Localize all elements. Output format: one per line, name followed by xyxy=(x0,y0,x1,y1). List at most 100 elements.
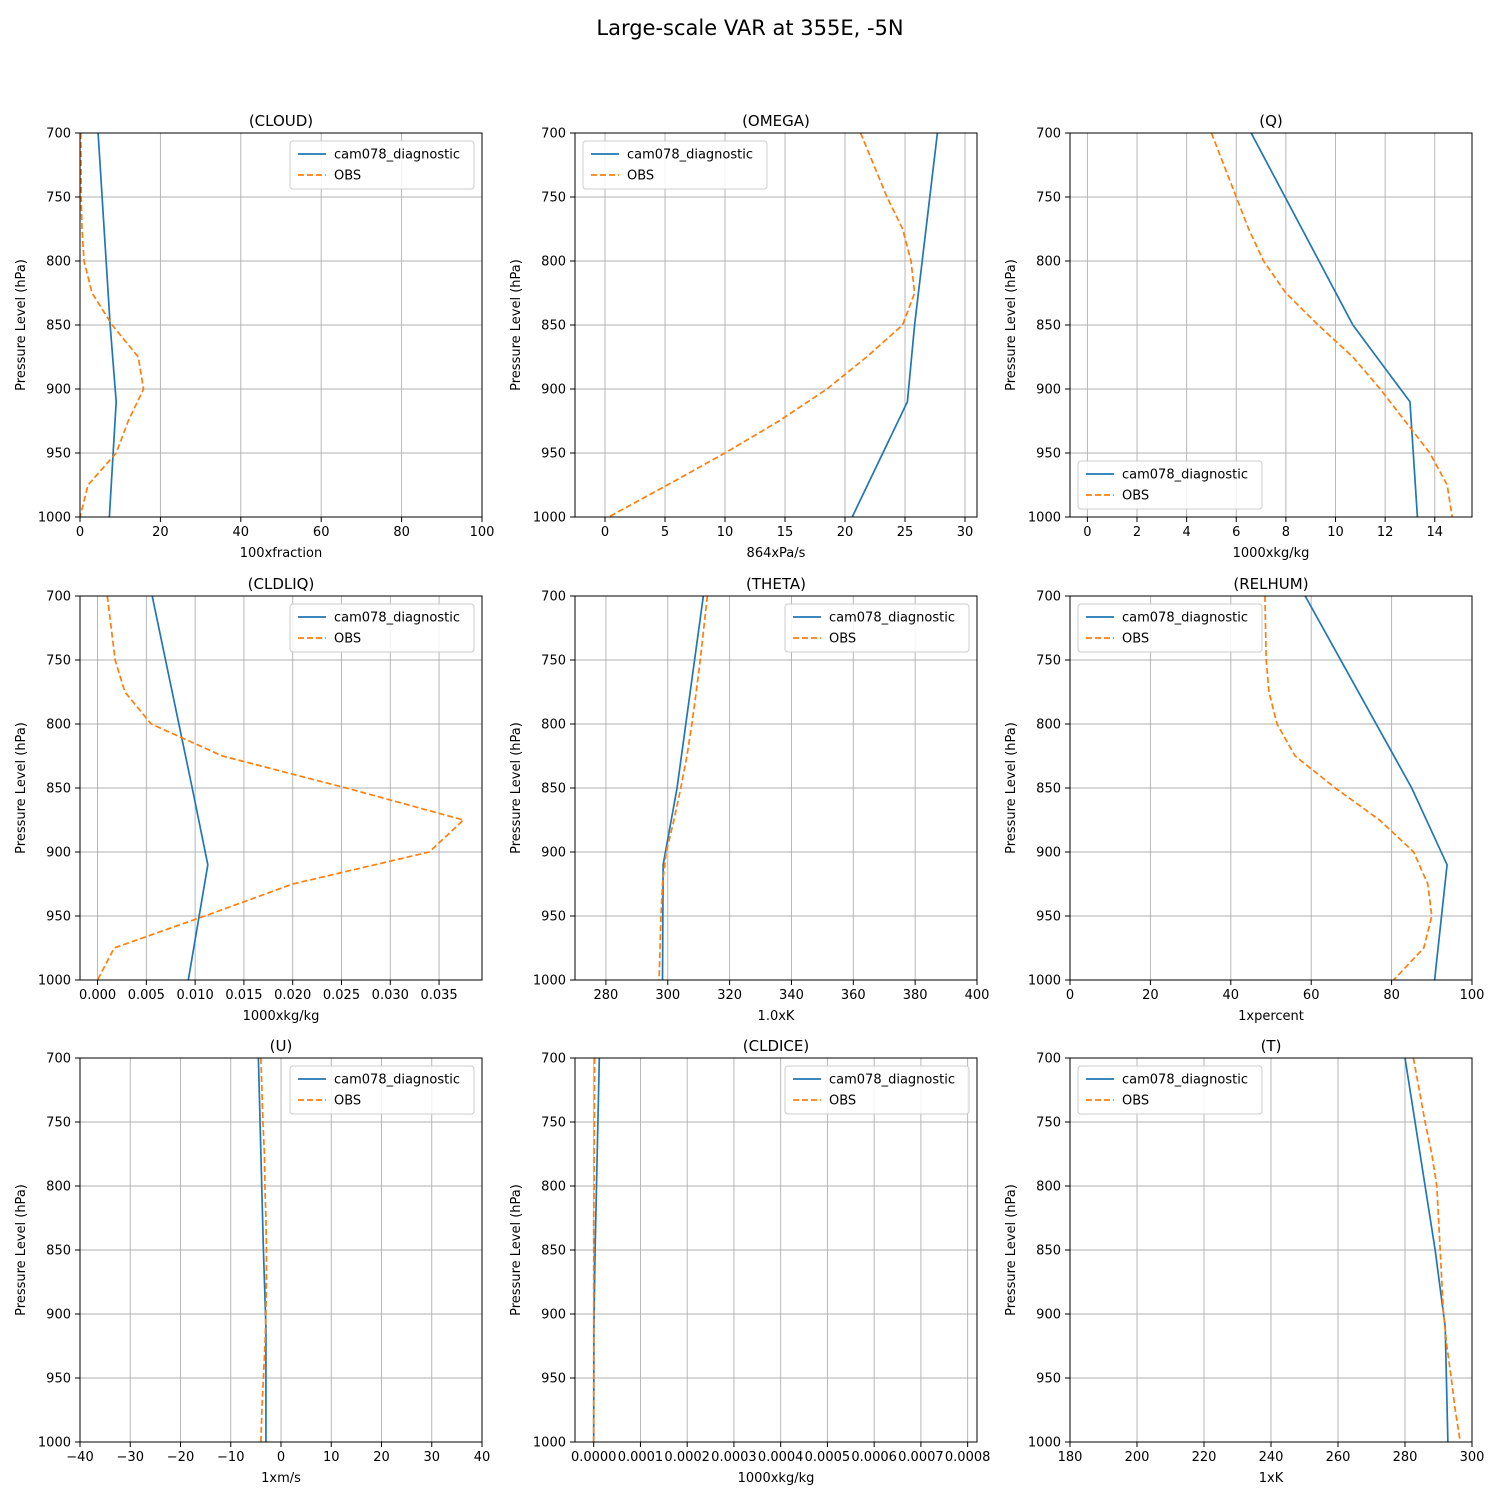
legend-entry-label: cam078_diagnostic xyxy=(627,148,753,163)
x-tick-label: 280 xyxy=(594,988,619,1003)
obs-line xyxy=(658,596,709,980)
y-tick-label: 1000 xyxy=(1028,511,1061,526)
y-tick-label: 750 xyxy=(541,1116,566,1131)
legend-box xyxy=(582,140,768,190)
legend-entry-label: cam078_diagnostic xyxy=(334,1073,460,1088)
x-tick-label: 0.035 xyxy=(420,988,457,1003)
y-tick-label: 850 xyxy=(46,319,71,334)
x-tick-label: 340 xyxy=(779,988,804,1003)
x-tick-label: 0.0000 xyxy=(571,1450,617,1465)
y-tick-label: 850 xyxy=(46,1244,71,1259)
model-line xyxy=(1304,596,1448,980)
y-axis-label: Pressure Level (hPa) xyxy=(14,1184,29,1316)
series-group xyxy=(608,133,939,517)
y-tick-label: 950 xyxy=(541,447,566,462)
subplot-title: (OMEGA) xyxy=(742,112,810,130)
x-tick-label: 380 xyxy=(903,988,928,1003)
y-tick-label: 1000 xyxy=(38,1436,71,1451)
legend-entry-label: OBS xyxy=(829,1094,856,1109)
y-tick-label: 850 xyxy=(541,319,566,334)
x-axis-label: 864xPa/s xyxy=(747,546,806,561)
y-tick-label: 700 xyxy=(46,590,71,605)
y-tick-label: 850 xyxy=(1036,319,1061,334)
y-tick-label: 750 xyxy=(46,654,71,669)
legend-entry-label: OBS xyxy=(1122,632,1149,647)
model-line xyxy=(1250,133,1419,517)
x-tick-label: 0.0005 xyxy=(805,1450,851,1465)
legend-box xyxy=(1077,460,1263,510)
y-tick-label: 700 xyxy=(1036,1052,1061,1067)
y-tick-label: 900 xyxy=(1036,383,1061,398)
x-tick-label: 0 xyxy=(601,525,609,540)
x-axis-label: 1xpercent xyxy=(1238,1009,1304,1024)
x-axis-label: 1000xkg/kg xyxy=(243,1009,320,1024)
y-tick-label: 850 xyxy=(1036,1244,1061,1259)
y-tick-label: 800 xyxy=(1036,255,1061,270)
x-axis-label: 1xm/s xyxy=(261,1471,301,1486)
y-tick-label: 700 xyxy=(1036,127,1061,142)
legend-entry-label: OBS xyxy=(829,632,856,647)
y-tick-label: 950 xyxy=(46,447,71,462)
x-tick-label: 0.0003 xyxy=(711,1450,757,1465)
x-axis-label: 100xfraction xyxy=(240,546,322,561)
subplot-title: (U) xyxy=(270,1037,293,1055)
y-tick-label: 800 xyxy=(541,255,566,270)
x-tick-label: 0.0004 xyxy=(758,1450,804,1465)
figure-title: Large-scale VAR at 355E, -5N xyxy=(596,16,904,40)
legend-entry-label: cam078_diagnostic xyxy=(1122,1073,1248,1088)
x-tick-label: 0 xyxy=(1066,988,1074,1003)
x-tick-label: 0.025 xyxy=(323,988,360,1003)
x-tick-label: 0.020 xyxy=(274,988,311,1003)
x-tick-label: 0 xyxy=(1083,525,1091,540)
x-tick-label: 0.010 xyxy=(177,988,214,1003)
y-tick-label: 800 xyxy=(46,718,71,733)
subplot-q: 0 2 4 6 8 10 12 14 700 750 800 850 900 950 1000 (Q) 1000… xyxy=(1004,112,1473,561)
subplot-t: 180 200 220 240 260 280 300 700 750 800 850 900 950 1… xyxy=(1004,1037,1484,1486)
x-tick-label: 0 xyxy=(277,1450,285,1465)
subplot-cldice: 0.0000 0.0001 0.0002 0.0003 0.0004 0.0005 0.00… xyxy=(509,1037,990,1486)
x-tick-label: 0.0002 xyxy=(664,1450,710,1465)
subplot-title: (Q) xyxy=(1259,112,1283,130)
y-tick-label: 1000 xyxy=(533,1436,566,1451)
series-group xyxy=(1404,1058,1462,1442)
y-tick-label: 700 xyxy=(1036,590,1061,605)
obs-line xyxy=(592,1058,596,1442)
y-axis-label: Pressure Level (hPa) xyxy=(1004,259,1019,391)
x-tick-label: −30 xyxy=(117,1450,144,1465)
x-tick-label: 0.015 xyxy=(225,988,262,1003)
x-axis-label: 1.0xK xyxy=(758,1009,795,1024)
y-tick-label: 950 xyxy=(46,1372,71,1387)
x-axis-label: 1000xkg/kg xyxy=(1233,546,1310,561)
legend: cam078_diagnostic OBS xyxy=(289,1065,475,1115)
x-tick-label: 360 xyxy=(841,988,866,1003)
model-line xyxy=(1404,1058,1449,1442)
subplot-u: −40 −30 −20 −10 0 10 20 30 40 700 750 800 850 900 950 1… xyxy=(14,1037,490,1486)
x-tick-label: 30 xyxy=(423,1450,440,1465)
y-axis-label: Pressure Level (hPa) xyxy=(14,259,29,391)
legend-entry-label: cam078_diagnostic xyxy=(1122,468,1248,483)
x-tick-label: 6 xyxy=(1232,525,1240,540)
y-tick-label: 750 xyxy=(541,654,566,669)
y-tick-label: 700 xyxy=(541,590,566,605)
x-tick-label: 240 xyxy=(1259,1450,1284,1465)
y-tick-label: 950 xyxy=(1036,1372,1061,1387)
x-tick-label: 30 xyxy=(957,525,974,540)
x-tick-label: −10 xyxy=(217,1450,244,1465)
y-tick-label: 1000 xyxy=(533,511,566,526)
x-tick-label: 80 xyxy=(1383,988,1400,1003)
legend-entry-label: OBS xyxy=(334,1094,361,1109)
subplot-relhum: 0 20 40 60 80 100 700 750 800 850 900 950 1000 (RELHU… xyxy=(1004,575,1484,1024)
y-tick-label: 900 xyxy=(46,383,71,398)
legend: cam078_diagnostic OBS xyxy=(1077,603,1263,653)
subplot-title: (CLOUD) xyxy=(249,112,313,130)
x-tick-label: −20 xyxy=(167,1450,194,1465)
y-tick-label: 1000 xyxy=(533,974,566,989)
x-tick-label: 320 xyxy=(717,988,742,1003)
subplot-cldliq: 0.000 0.005 0.010 0.015 0.020 0.025 0.030 0.035… xyxy=(14,575,483,1024)
x-tick-label: 0.000 xyxy=(79,988,116,1003)
y-tick-label: 950 xyxy=(1036,910,1061,925)
x-tick-label: 260 xyxy=(1326,1450,1351,1465)
x-axis-label: 1xK xyxy=(1259,1471,1284,1486)
x-tick-label: 10 xyxy=(1327,525,1344,540)
y-tick-label: 950 xyxy=(541,1372,566,1387)
